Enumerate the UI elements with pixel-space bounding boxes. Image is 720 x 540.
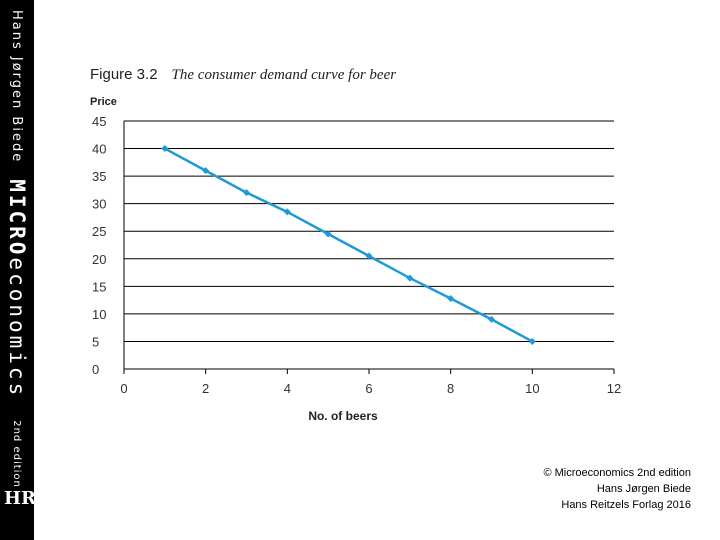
y-tick-label: 25 — [92, 224, 106, 239]
y-tick-label: 40 — [92, 142, 106, 157]
y-tick-label: 20 — [92, 252, 106, 267]
data-point — [365, 252, 373, 260]
x-tick-label: 4 — [284, 381, 291, 396]
book-spine: Hans Jørgen Biede MICROeconomics 2nd edi… — [0, 0, 36, 540]
copyright-notice: © Microeconomics 2nd edition Hans Jørgen… — [543, 465, 691, 513]
figure-number: Figure 3.2 — [90, 66, 158, 83]
data-point — [324, 230, 332, 238]
y-axis-label: Price — [90, 96, 117, 108]
data-point — [161, 145, 169, 153]
copyright-line-3: Hans Reitzels Forlag 2016 — [561, 499, 691, 511]
data-point — [528, 337, 536, 345]
data-point — [283, 208, 291, 216]
x-tick-label: 10 — [525, 381, 539, 396]
copyright-line-1: © Microeconomics 2nd edition — [543, 467, 691, 479]
x-tick-label: 0 — [120, 381, 127, 396]
y-tick-label: 0 — [92, 362, 99, 377]
x-tick-label: 12 — [607, 381, 621, 396]
data-point — [447, 294, 455, 302]
data-point — [243, 189, 250, 197]
x-tick-label: 8 — [447, 381, 454, 396]
data-point — [406, 274, 414, 282]
publisher-logo: HR — [4, 488, 36, 509]
y-tick-label: 5 — [92, 334, 99, 349]
y-tick-label: 10 — [92, 307, 106, 322]
y-tick-label: 35 — [92, 169, 106, 184]
data-point — [202, 167, 210, 175]
demand-line — [164, 147, 533, 343]
y-tick-label: 15 — [92, 279, 106, 294]
y-tick-label: 45 — [92, 114, 106, 129]
x-axis-label: No. of beers — [308, 409, 378, 423]
copyright-line-2: Hans Jørgen Biede — [596, 483, 691, 495]
y-tick-label: 30 — [92, 197, 106, 212]
x-tick-label: 2 — [202, 381, 209, 396]
x-tick-label: 6 — [365, 381, 372, 396]
data-point — [488, 315, 495, 323]
figure-title: Figure 3.2 The consumer demand curve for … — [90, 66, 396, 84]
figure-caption: The consumer demand curve for beer — [171, 67, 397, 83]
